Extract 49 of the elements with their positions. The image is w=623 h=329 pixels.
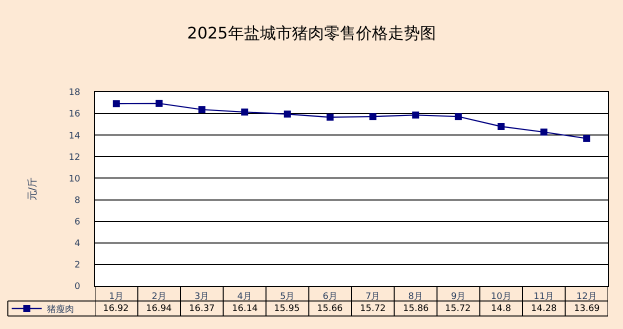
x-tick-label: 5月 — [280, 292, 295, 302]
y-tick-label: 8 — [74, 196, 80, 206]
data-label: 14.28 — [531, 304, 558, 314]
x-tick-label: 6月 — [322, 292, 338, 302]
x-tick-label: 11月 — [534, 292, 554, 302]
chart-title: 2025年盐城市猪肉零售价格走势图 — [187, 24, 436, 42]
x-tick-label: 9月 — [451, 292, 466, 302]
point — [156, 100, 163, 107]
y-tick-label: 6 — [74, 217, 80, 228]
data-label: 13.69 — [574, 304, 600, 314]
data-label: 16.94 — [146, 304, 172, 314]
point — [583, 134, 590, 142]
x-tick-label: 12月 — [576, 292, 597, 302]
point — [326, 114, 334, 121]
x-tick-label: 1月 — [109, 292, 124, 302]
data-label: 15.95 — [274, 304, 300, 314]
data-label: 15.72 — [360, 304, 386, 314]
data-label: 14.8 — [491, 304, 512, 314]
x-tick-label: 7月 — [366, 292, 380, 302]
point — [198, 106, 206, 114]
data-label: 15.86 — [403, 304, 430, 314]
x-tick-label: 3月 — [194, 292, 210, 302]
y-axis-title: 元/斤 — [26, 177, 39, 201]
point — [284, 110, 291, 118]
point — [498, 122, 505, 130]
data-label: 15.72 — [445, 304, 471, 314]
point — [540, 128, 548, 136]
x-tick-label: 2月 — [152, 292, 166, 302]
x-tick-label: 8月 — [408, 292, 423, 302]
point — [369, 113, 376, 120]
point — [241, 108, 248, 116]
data-label: 16.37 — [189, 304, 215, 314]
y-tick-label: 14 — [68, 131, 80, 142]
legend-label: 猪瘦肉 — [46, 304, 74, 316]
y-tick-label: 16 — [68, 110, 80, 120]
y-tick-label: 18 — [68, 88, 80, 98]
point — [112, 100, 120, 108]
data-label: 16.92 — [103, 304, 129, 314]
y-tick-label: 10 — [68, 174, 80, 184]
x-tick-label: 4月 — [237, 292, 252, 302]
y-tick-label: 4 — [74, 239, 80, 250]
y-tick-label: 0 — [74, 282, 80, 292]
y-tick-label: 12 — [68, 152, 80, 163]
point — [412, 112, 420, 119]
data-label: 16.14 — [232, 304, 258, 314]
x-tick-label: 10月 — [490, 292, 512, 302]
point — [454, 113, 462, 120]
y-tick-label: 2 — [74, 260, 80, 271]
data-label: 15.66 — [317, 304, 344, 314]
